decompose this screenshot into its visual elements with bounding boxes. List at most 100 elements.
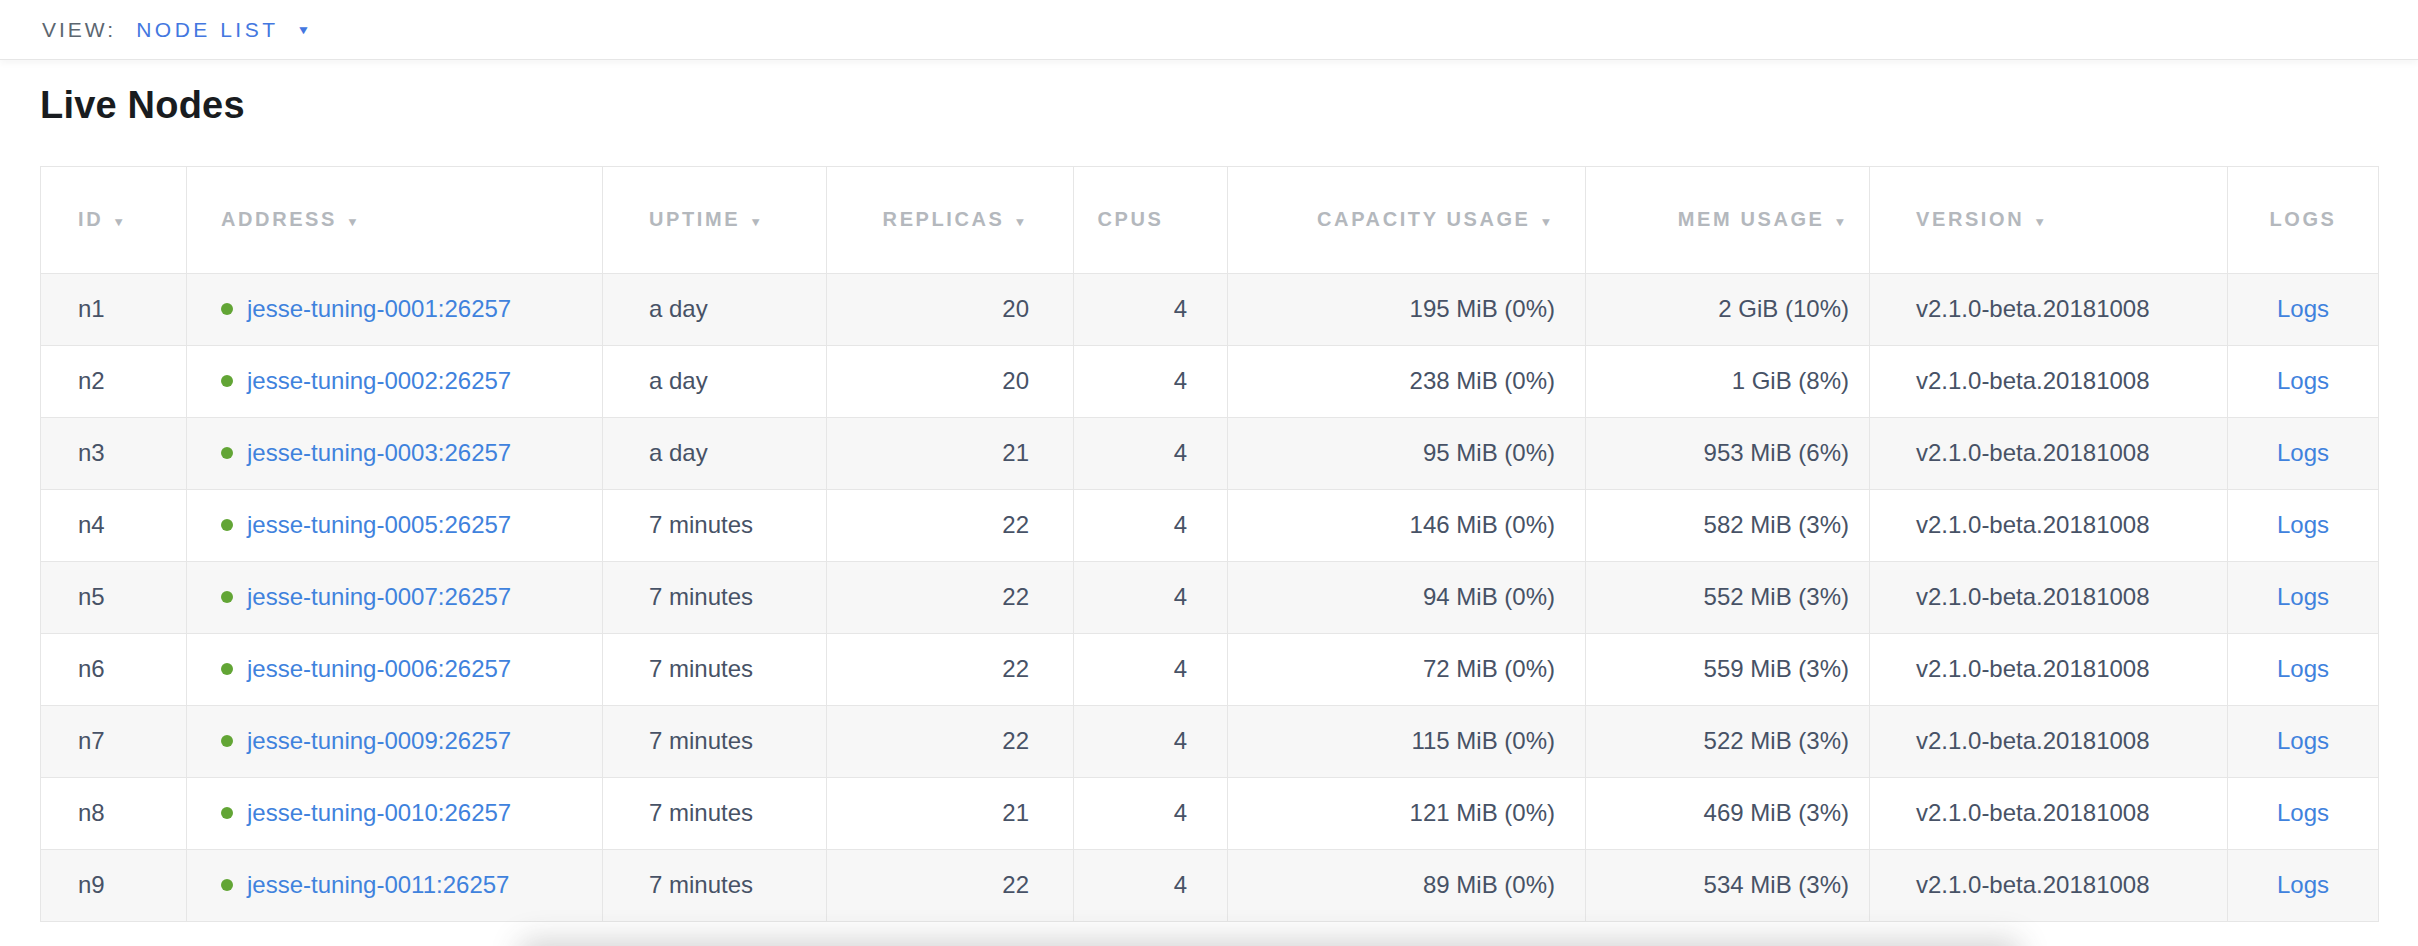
column-header-label: CPUS	[1098, 208, 1164, 230]
cell-capacity: 95 MiB (0%)	[1228, 417, 1586, 489]
cell-version: v2.1.0-beta.20181008	[1870, 489, 2228, 561]
column-header-uptime[interactable]: UPTIME▼	[603, 166, 827, 273]
cell-replicas: 21	[827, 417, 1074, 489]
cell-value: 22	[1002, 655, 1029, 682]
logs-link[interactable]: Logs	[2277, 511, 2329, 538]
column-header-label: MEM USAGE	[1678, 208, 1825, 230]
view-bar: VIEW: NODE LIST ▼	[0, 0, 2418, 60]
cell-uptime: 7 minutes	[603, 489, 827, 561]
cell-value: 22	[1002, 583, 1029, 610]
live-status-dot	[221, 303, 233, 315]
cell-value: n3	[78, 439, 105, 466]
cell-value: a day	[649, 295, 708, 322]
cell-value: a day	[649, 367, 708, 394]
cell-value: 7 minutes	[649, 583, 753, 610]
address-link[interactable]: jesse-tuning-0001:26257	[247, 295, 511, 322]
cell-value: 21	[1002, 439, 1029, 466]
cell-value: 4	[1174, 583, 1187, 610]
cell-id: n4	[41, 489, 187, 561]
cell-logs: Logs	[2228, 849, 2379, 921]
address-link[interactable]: jesse-tuning-0003:26257	[247, 439, 511, 466]
cell-mem: 1 GiB (8%)	[1586, 345, 1870, 417]
logs-link[interactable]: Logs	[2277, 871, 2329, 898]
cell-mem: 522 MiB (3%)	[1586, 705, 1870, 777]
cell-replicas: 22	[827, 561, 1074, 633]
address-link[interactable]: jesse-tuning-0005:26257	[247, 511, 511, 538]
column-header-label: VERSION	[1916, 208, 2024, 230]
cell-cpus: 4	[1074, 273, 1228, 345]
address-link[interactable]: jesse-tuning-0002:26257	[247, 367, 511, 394]
cell-id: n3	[41, 417, 187, 489]
cell-version: v2.1.0-beta.20181008	[1870, 633, 2228, 705]
cell-value: 94 MiB (0%)	[1423, 583, 1555, 610]
logs-link[interactable]: Logs	[2277, 727, 2329, 754]
logs-link[interactable]: Logs	[2277, 295, 2329, 322]
view-selector-dropdown[interactable]: NODE LIST ▼	[136, 18, 310, 42]
cell-logs: Logs	[2228, 633, 2379, 705]
column-header-logs: LOGS	[2228, 166, 2379, 273]
logs-link[interactable]: Logs	[2277, 583, 2329, 610]
logs-link[interactable]: Logs	[2277, 367, 2329, 394]
cell-capacity: 238 MiB (0%)	[1228, 345, 1586, 417]
address-link[interactable]: jesse-tuning-0010:26257	[247, 799, 511, 826]
view-label: VIEW:	[42, 18, 116, 42]
column-header-id[interactable]: ID ▼	[41, 166, 187, 273]
table-row: n6jesse-tuning-0006:262577 minutes22472 …	[41, 633, 2379, 705]
sort-desc-icon: ▼	[1014, 215, 1029, 229]
cell-address: jesse-tuning-0003:26257	[187, 417, 603, 489]
column-header-version[interactable]: VERSION▼	[1870, 166, 2228, 273]
column-header-label: ID	[78, 208, 103, 230]
cell-uptime: 7 minutes	[603, 777, 827, 849]
cell-capacity: 146 MiB (0%)	[1228, 489, 1586, 561]
cell-value: 195 MiB (0%)	[1410, 295, 1555, 322]
logs-link[interactable]: Logs	[2277, 655, 2329, 682]
address-link[interactable]: jesse-tuning-0011:26257	[247, 871, 509, 898]
cell-id: n9	[41, 849, 187, 921]
table-row: n4jesse-tuning-0005:262577 minutes224146…	[41, 489, 2379, 561]
cell-value: n8	[78, 799, 105, 826]
cell-address: jesse-tuning-0010:26257	[187, 777, 603, 849]
cell-value: 4	[1174, 799, 1187, 826]
table-row: n2jesse-tuning-0002:26257a day204238 MiB…	[41, 345, 2379, 417]
cell-uptime: 7 minutes	[603, 849, 827, 921]
cell-id: n2	[41, 345, 187, 417]
logs-link[interactable]: Logs	[2277, 439, 2329, 466]
cell-uptime: a day	[603, 345, 827, 417]
cell-value: 7 minutes	[649, 799, 753, 826]
cell-value: 582 MiB (3%)	[1704, 511, 1849, 538]
cell-value: v2.1.0-beta.20181008	[1916, 655, 2150, 682]
column-header-cpus: CPUS	[1074, 166, 1228, 273]
cell-id: n5	[41, 561, 187, 633]
address-link[interactable]: jesse-tuning-0009:26257	[247, 727, 511, 754]
cell-logs: Logs	[2228, 417, 2379, 489]
sort-desc-icon: ▼	[112, 215, 127, 229]
cell-version: v2.1.0-beta.20181008	[1870, 777, 2228, 849]
cell-value: n9	[78, 871, 105, 898]
cell-uptime: 7 minutes	[603, 561, 827, 633]
cell-cpus: 4	[1074, 777, 1228, 849]
logs-link[interactable]: Logs	[2277, 799, 2329, 826]
cell-value: 20	[1002, 295, 1029, 322]
table-row: n7jesse-tuning-0009:262577 minutes224115…	[41, 705, 2379, 777]
address-link[interactable]: jesse-tuning-0007:26257	[247, 583, 511, 610]
column-header-address[interactable]: ADDRESS▼	[187, 166, 603, 273]
column-header-replicas[interactable]: REPLICAS▼	[827, 166, 1074, 273]
column-header-mem[interactable]: MEM USAGE▼	[1586, 166, 1870, 273]
sort-desc-icon: ▼	[346, 215, 361, 229]
cell-capacity: 94 MiB (0%)	[1228, 561, 1586, 633]
cell-value: 146 MiB (0%)	[1410, 511, 1555, 538]
cell-version: v2.1.0-beta.20181008	[1870, 705, 2228, 777]
address-link[interactable]: jesse-tuning-0006:26257	[247, 655, 511, 682]
table-row: n3jesse-tuning-0003:26257a day21495 MiB …	[41, 417, 2379, 489]
cell-value: v2.1.0-beta.20181008	[1916, 439, 2150, 466]
cell-logs: Logs	[2228, 705, 2379, 777]
cell-value: n2	[78, 367, 105, 394]
cell-value: 559 MiB (3%)	[1704, 655, 1849, 682]
cell-value: 4	[1174, 439, 1187, 466]
cell-value: n4	[78, 511, 105, 538]
live-status-dot	[221, 447, 233, 459]
sort-desc-icon: ▼	[1540, 215, 1555, 229]
cell-version: v2.1.0-beta.20181008	[1870, 273, 2228, 345]
column-header-capacity[interactable]: CAPACITY USAGE▼	[1228, 166, 1586, 273]
cell-address: jesse-tuning-0006:26257	[187, 633, 603, 705]
